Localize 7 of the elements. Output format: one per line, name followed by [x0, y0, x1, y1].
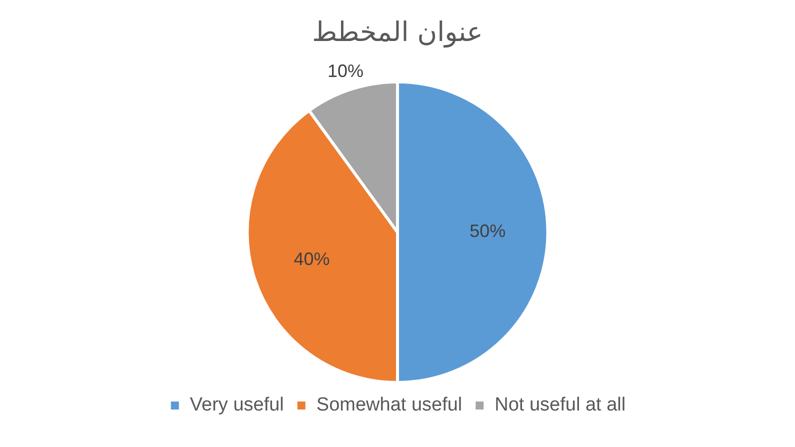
legend-label: Not useful at all — [494, 394, 626, 416]
data-label: 50% — [470, 221, 506, 242]
data-label: 40% — [294, 249, 330, 270]
legend-label: Very useful — [190, 394, 284, 416]
data-label: 10% — [327, 61, 364, 82]
legend-label: Somewhat useful — [316, 394, 462, 416]
chart-title: عنوان المخطط — [312, 17, 483, 48]
